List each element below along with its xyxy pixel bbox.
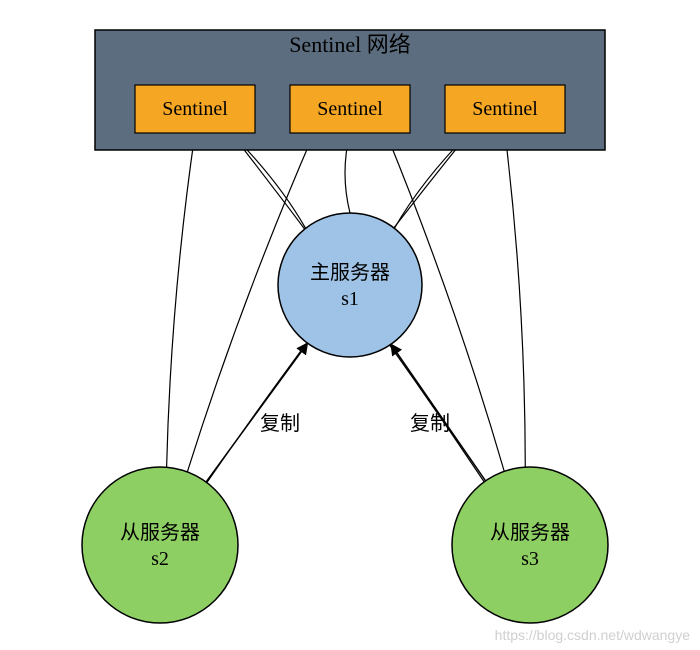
watermark: https://blog.csdn.net/wdwangye [495,627,691,643]
sentinel-network-title: Sentinel 网络 [289,32,411,57]
replication-label-s3: 复制 [410,412,450,435]
sentinel-node-2-label: Sentinel [317,98,383,120]
slave-server-s2-label2: s2 [151,548,169,570]
sentinel-node-3-label: Sentinel [472,98,538,120]
master-server-circle [278,213,422,357]
sentinel-node-1-label: Sentinel [162,98,228,120]
slave-server-s2-circle [82,467,238,623]
slave-server-s2-label1: 从服务器 [120,521,200,544]
edge-sent1-s2 [167,133,195,467]
master-server-label1: 主服务器 [310,261,390,284]
slave-server-s3-label2: s3 [521,548,539,570]
replication-label-s2: 复制 [260,412,300,435]
sentinel-network: Sentinel 网络 Sentinel Sentinel Sentinel [95,30,605,150]
edge-sent3-s3 [505,133,525,467]
slave-server-s3-circle [452,467,608,623]
slave-server-s3-label1: 从服务器 [490,521,570,544]
sentinel-diagram: 复制 复制 Sentinel 网络 Sentinel Sentinel Sentinel 主… [0,0,700,650]
master-server-label2: s1 [341,288,359,310]
